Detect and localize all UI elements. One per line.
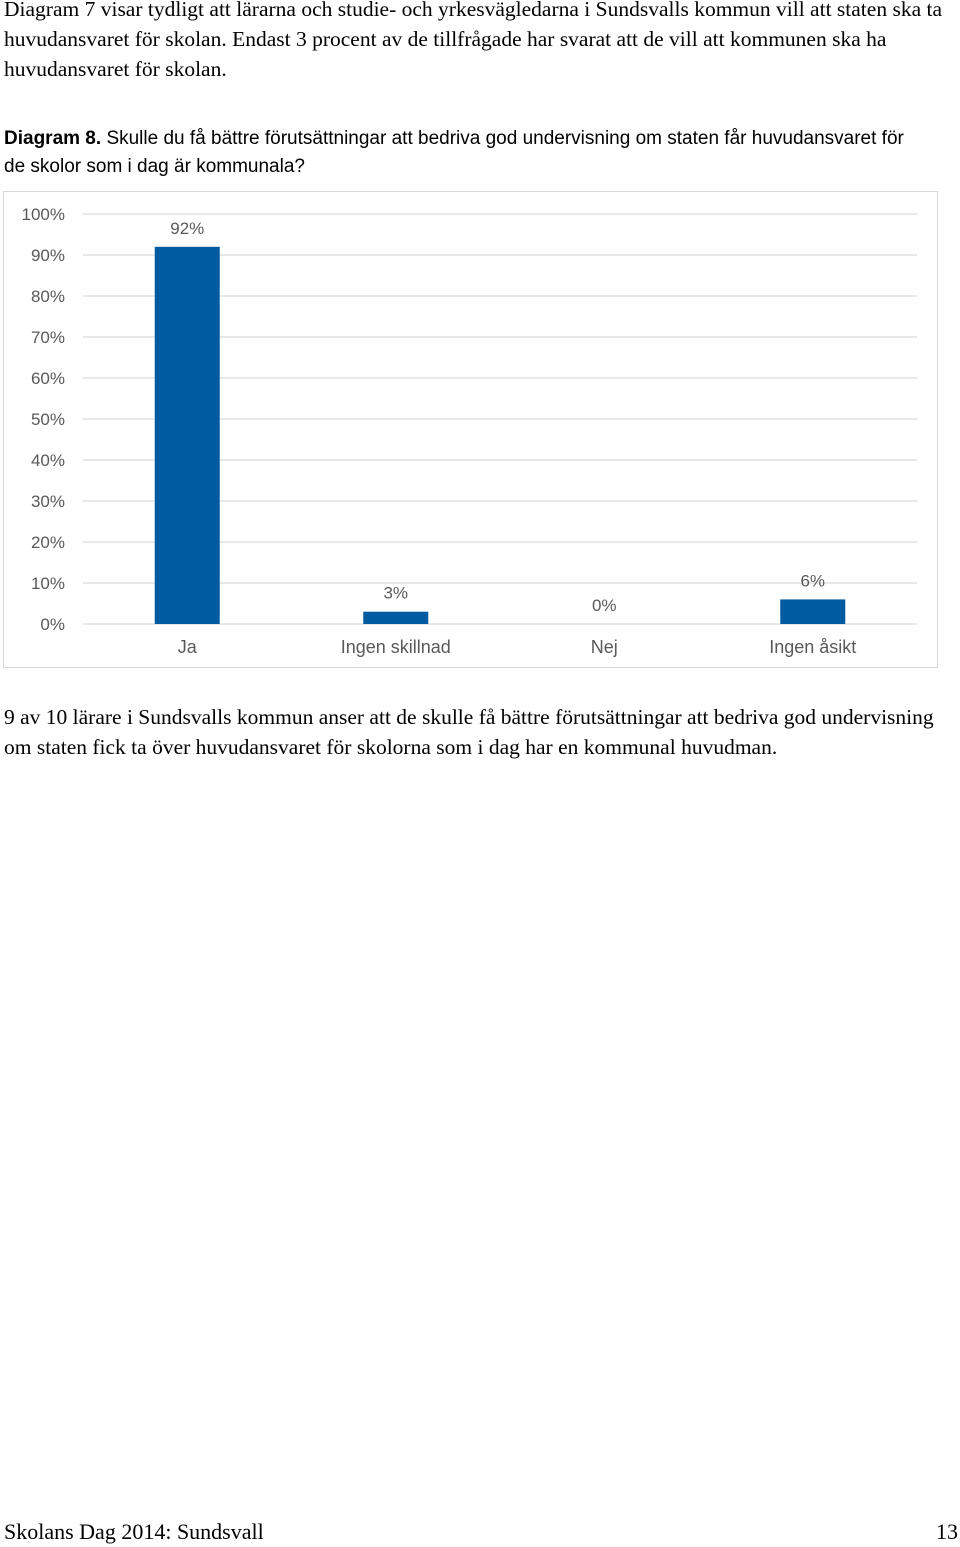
bar	[780, 599, 846, 624]
bar	[154, 246, 220, 625]
x-category-label: Ja	[178, 637, 198, 657]
conclusion-paragraph: 9 av 10 lärare i Sundsvalls kommun anser…	[4, 705, 934, 759]
footer-title: Skolans Dag 2014: Sundsvall	[4, 1519, 264, 1544]
bar	[363, 611, 429, 624]
x-category-label: Ingen skillnad	[341, 637, 451, 657]
y-tick-label: 50%	[31, 410, 65, 429]
data-label: 6%	[800, 571, 825, 590]
data-label: 3%	[383, 584, 408, 603]
y-tick-label: 100%	[22, 205, 65, 224]
bar-chart-svg: 0% 10% 20% 30% 40% 50% 60% 70% 80% 90% 100% 92% Ja 3%…	[22, 205, 917, 657]
data-label: 0%	[592, 596, 617, 615]
bar-chart: 0% 10% 20% 30% 40% 50% 60% 70% 80% 90% 100% 92% Ja 3%…	[3, 191, 938, 668]
diagram-label: Diagram 8.	[4, 128, 102, 149]
y-tick-label: 20%	[31, 533, 65, 552]
x-category-label: Ingen åsikt	[769, 637, 856, 657]
y-tick-label: 80%	[31, 287, 65, 306]
page-number: 13	[936, 1519, 958, 1544]
x-category-label: Nej	[591, 637, 618, 657]
intro-paragraph: Diagram 7 visar tydligt att lärarna och …	[4, 0, 943, 81]
y-tick-label: 0%	[40, 615, 65, 634]
diagram-question: Skulle du få bättre förutsättningar att …	[4, 128, 904, 177]
y-tick-label: 90%	[31, 246, 65, 265]
y-tick-label: 10%	[31, 574, 65, 593]
y-tick-label: 30%	[31, 492, 65, 511]
diagram-caption: Diagram 8. Skulle du få bättre förutsätt…	[4, 125, 904, 181]
y-tick-label: 60%	[31, 369, 65, 388]
y-tick-label: 70%	[31, 328, 65, 347]
y-tick-label: 40%	[31, 451, 65, 470]
data-label: 92%	[170, 219, 204, 238]
